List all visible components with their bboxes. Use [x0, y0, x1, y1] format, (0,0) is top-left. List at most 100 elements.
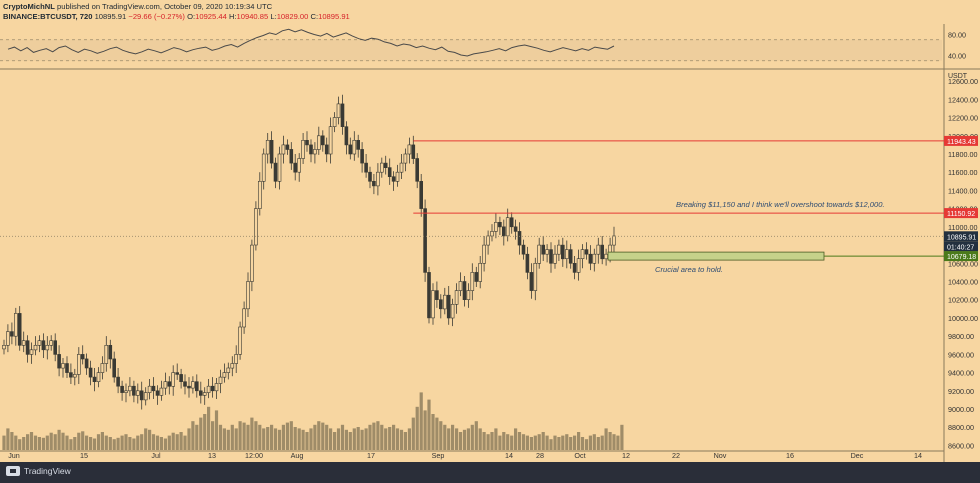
- time-tick-label: 12: [622, 451, 630, 460]
- volume-bar: [458, 432, 463, 450]
- volume-bar: [569, 437, 573, 450]
- candle-body: [415, 158, 420, 182]
- volume-bar: [372, 422, 376, 450]
- close-value: 10895.91: [318, 12, 350, 21]
- candle-body: [202, 392, 207, 396]
- candle-body: [2, 344, 6, 350]
- volume-bar: [545, 435, 549, 450]
- volume-bar: [553, 435, 557, 450]
- volume-bar: [470, 424, 474, 450]
- volume-bar: [399, 429, 404, 450]
- volume-bar: [148, 429, 152, 450]
- candle-body: [588, 253, 593, 264]
- volume-bar: [128, 437, 132, 450]
- price-tick-label: 11800.00: [948, 150, 977, 159]
- candle-body: [541, 244, 546, 255]
- volume-bar: [395, 428, 400, 450]
- volume-bar: [100, 432, 104, 450]
- candle-body: [277, 153, 282, 182]
- volume-bar: [529, 437, 533, 450]
- price-tick-label: 12200.00: [948, 114, 978, 123]
- candle-body: [120, 385, 124, 393]
- candle-body: [139, 390, 144, 401]
- volume-bar: [356, 427, 360, 450]
- volume-bar: [407, 428, 411, 450]
- volume-bar: [305, 432, 309, 450]
- volume-bar: [309, 428, 313, 450]
- candle-body: [100, 363, 105, 373]
- countdown-label: 01:40:27: [947, 244, 974, 251]
- volume-bar: [33, 435, 38, 450]
- candle-body: [297, 158, 302, 173]
- candle-body: [159, 387, 164, 396]
- price-tick-label: 9400.00: [948, 369, 974, 378]
- candle-body: [10, 331, 14, 337]
- candle-body: [210, 385, 215, 392]
- candle-body: [250, 244, 254, 282]
- candle-body: [348, 144, 353, 155]
- candle-body: [246, 281, 250, 310]
- volume-bar: [427, 399, 431, 450]
- volume-bar: [108, 437, 112, 450]
- candle-body: [147, 385, 152, 393]
- time-tick-label: Dec: [851, 451, 864, 460]
- candle-body: [352, 140, 357, 155]
- price-label-11943: 11943.43: [947, 139, 976, 146]
- volume-bar: [431, 414, 435, 450]
- tradingview-logo[interactable]: TradingView: [6, 466, 71, 476]
- volume-bar: [301, 429, 305, 450]
- volume-bar: [211, 421, 215, 450]
- open-label: O:: [187, 12, 196, 21]
- volume-bar: [132, 438, 136, 450]
- high-label: H:: [228, 12, 237, 21]
- volume-bar: [336, 428, 341, 450]
- volume-bar: [191, 421, 195, 450]
- candle-body: [41, 340, 46, 351]
- time-tick-label: 14: [505, 451, 513, 460]
- author-name[interactable]: CryptoMichNL: [3, 2, 55, 11]
- candle-body: [21, 340, 26, 346]
- candle-body: [332, 117, 337, 127]
- candle-body: [490, 231, 494, 237]
- candle-body: [549, 249, 553, 264]
- volume-bar: [403, 432, 407, 450]
- candle-body: [179, 374, 183, 382]
- volume-bar: [207, 406, 211, 450]
- symbol-name[interactable]: BINANCE:BTCUSDT, 720: [3, 12, 93, 21]
- candle-body: [427, 272, 431, 319]
- volume-bar: [230, 424, 234, 450]
- volume-bar: [85, 435, 89, 450]
- candle-body: [214, 383, 219, 392]
- time-tick-label: 14: [914, 451, 922, 460]
- volume-bar: [325, 424, 329, 450]
- candle-body: [328, 126, 333, 155]
- candle-body: [187, 385, 191, 389]
- volume-bar: [486, 434, 490, 450]
- volume-bar: [588, 435, 592, 450]
- candle-body: [49, 340, 54, 346]
- candle-body: [53, 340, 58, 355]
- volume-bar: [140, 434, 144, 450]
- volume-bar: [273, 428, 278, 450]
- candle-body: [553, 253, 557, 264]
- time-tick-label: Jun: [8, 451, 20, 460]
- volume-bar: [155, 435, 160, 450]
- volume-bar: [573, 435, 577, 450]
- volume-bar: [482, 432, 486, 450]
- candle-body: [336, 103, 341, 118]
- countdown-bg: [944, 241, 978, 252]
- volume-bar: [557, 437, 561, 450]
- candle-body: [45, 344, 50, 351]
- price-label-10679: 10679.18: [947, 254, 976, 261]
- volume-bar: [321, 422, 325, 450]
- volume-bar: [506, 434, 510, 450]
- publish-header: CryptoMichNL published on TradingView.co…: [3, 2, 272, 11]
- candle-body: [600, 244, 605, 260]
- candle-body: [289, 149, 294, 164]
- volume-bar: [455, 428, 459, 450]
- candle-body: [596, 244, 601, 255]
- rsi-line: [7, 28, 615, 57]
- volume-bar: [238, 421, 242, 450]
- time-tick-label: Aug: [291, 451, 304, 460]
